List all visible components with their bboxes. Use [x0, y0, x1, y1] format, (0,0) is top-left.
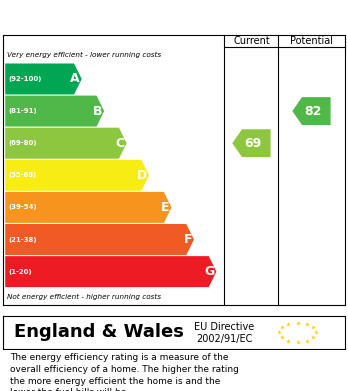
- Polygon shape: [5, 63, 82, 95]
- Text: Very energy efficient - lower running costs: Very energy efficient - lower running co…: [7, 52, 161, 58]
- Text: A: A: [70, 72, 80, 86]
- Text: (21-38): (21-38): [9, 237, 37, 242]
- Polygon shape: [5, 160, 149, 191]
- Text: E: E: [161, 201, 170, 214]
- Text: (81-91): (81-91): [9, 108, 37, 114]
- Text: Potential: Potential: [290, 36, 333, 46]
- Text: Not energy efficient - higher running costs: Not energy efficient - higher running co…: [7, 294, 161, 300]
- Text: (69-80): (69-80): [9, 140, 37, 146]
- Text: (1-20): (1-20): [9, 269, 32, 274]
- Text: D: D: [137, 169, 147, 182]
- Polygon shape: [5, 224, 194, 255]
- Text: EU Directive: EU Directive: [194, 322, 255, 332]
- Text: 69: 69: [245, 137, 262, 150]
- Polygon shape: [232, 129, 271, 157]
- Text: 2002/91/EC: 2002/91/EC: [196, 334, 253, 344]
- Text: (92-100): (92-100): [9, 76, 42, 82]
- Polygon shape: [5, 95, 104, 127]
- Polygon shape: [292, 97, 331, 125]
- Text: (55-68): (55-68): [9, 172, 37, 178]
- Polygon shape: [5, 128, 127, 159]
- Text: Current: Current: [233, 36, 270, 46]
- Text: B: B: [93, 104, 102, 118]
- Text: Energy Efficiency Rating: Energy Efficiency Rating: [10, 7, 232, 22]
- Polygon shape: [5, 192, 172, 223]
- Text: 82: 82: [304, 104, 322, 118]
- Text: G: G: [204, 265, 215, 278]
- Text: England & Wales: England & Wales: [14, 323, 184, 341]
- Text: F: F: [184, 233, 192, 246]
- Text: C: C: [116, 137, 125, 150]
- Text: (39-54): (39-54): [9, 204, 37, 210]
- Text: The energy efficiency rating is a measure of the
overall efficiency of a home. T: The energy efficiency rating is a measur…: [10, 353, 239, 391]
- Polygon shape: [5, 256, 216, 287]
